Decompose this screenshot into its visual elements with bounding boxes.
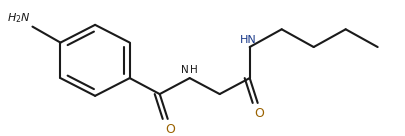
Text: $H_2N$: $H_2N$ bbox=[7, 11, 30, 25]
Text: N: N bbox=[181, 65, 188, 75]
Text: HN: HN bbox=[240, 35, 256, 45]
Text: O: O bbox=[254, 107, 264, 120]
Text: H: H bbox=[189, 65, 197, 75]
Text: O: O bbox=[164, 123, 174, 136]
